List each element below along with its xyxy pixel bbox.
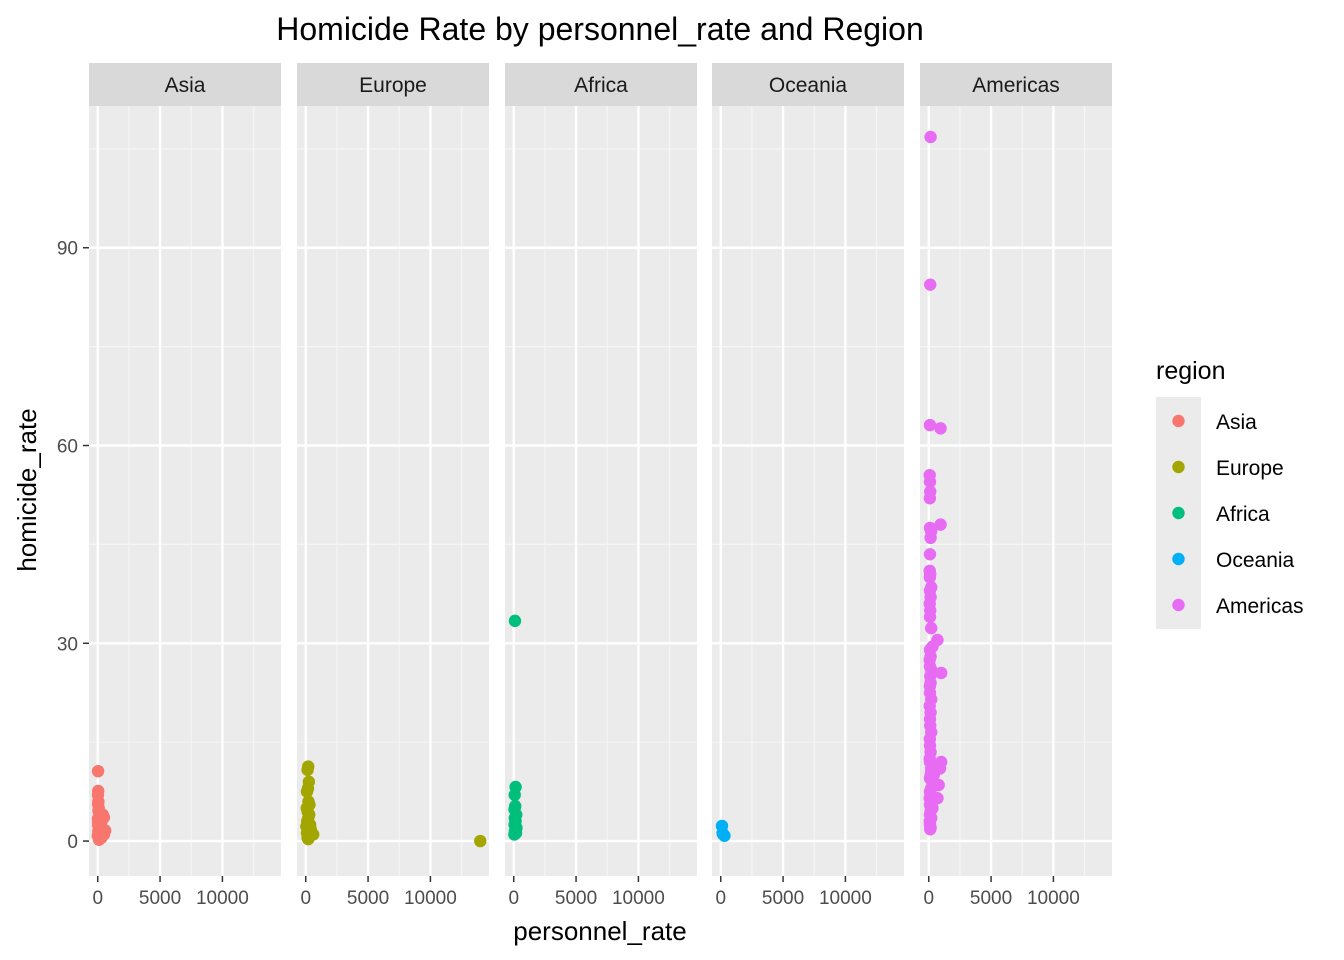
legend-key	[1172, 460, 1185, 474]
facet-strip-label: Africa	[574, 74, 628, 97]
facet-strip-label: Asia	[165, 74, 206, 97]
x-tick-label: 5000	[139, 888, 181, 909]
legend-label: Asia	[1216, 411, 1257, 434]
x-axis-title: personnel_rate	[513, 916, 686, 946]
x-tick-label: 0	[923, 888, 934, 909]
x-tick-label: 10000	[196, 888, 249, 909]
data-point	[934, 518, 947, 531]
x-tick-label: 5000	[970, 888, 1012, 909]
data-point	[508, 614, 522, 628]
y-tick-label: 30	[57, 634, 78, 655]
data-point	[923, 610, 937, 624]
data-point	[934, 422, 947, 435]
legend-key	[1172, 552, 1185, 566]
x-tick-label: 0	[300, 888, 311, 909]
legend-item-africa: Africa	[1172, 503, 1270, 526]
x-tick-label: 10000	[819, 888, 872, 909]
y-tick-label: 0	[67, 832, 78, 853]
data-point	[91, 764, 105, 778]
facet-oceania: Oceania 0 5000 10000	[712, 63, 904, 909]
data-point	[923, 548, 937, 561]
data-point	[932, 778, 945, 792]
data-point	[300, 820, 313, 833]
data-point	[925, 621, 938, 635]
x-tick-label: 10000	[1027, 888, 1080, 909]
data-point	[923, 571, 937, 584]
facet-strip-label: Americas	[972, 74, 1060, 97]
data-point	[927, 768, 940, 782]
legend-title: region	[1156, 357, 1226, 385]
x-tick-label: 5000	[555, 888, 597, 909]
legend-label: Americas	[1216, 595, 1304, 618]
data-point	[924, 531, 937, 545]
data-point	[924, 278, 937, 291]
x-tick-label: 10000	[612, 888, 665, 909]
data-point	[923, 492, 937, 505]
facet-africa: Africa 0 5000 10000	[505, 63, 697, 909]
facet-strip	[297, 63, 489, 106]
legend-item-americas: Americas	[1172, 595, 1304, 618]
data-point	[924, 822, 937, 836]
facet-strip	[712, 63, 904, 106]
data-point	[508, 828, 521, 841]
facet-strip-label: Oceania	[769, 74, 848, 97]
facet-strip	[505, 63, 697, 106]
panel-background	[712, 106, 904, 876]
data-point	[934, 666, 948, 680]
legend-key	[1172, 598, 1185, 612]
legend-item-asia: Asia	[1172, 411, 1257, 434]
x-tick-label: 5000	[347, 888, 389, 909]
data-point	[716, 826, 729, 840]
facet-americas: Americas 0 5000 10000	[920, 63, 1112, 909]
legend-item-oceania: Oceania	[1172, 549, 1295, 572]
data-point	[94, 807, 107, 820]
x-tick-label: 0	[92, 888, 103, 909]
data-point	[300, 785, 314, 798]
facet-panels: Asia 0 5000 10000 Europe 0 5000 10000 Africa 0 500…	[89, 63, 1112, 909]
data-point	[508, 788, 521, 802]
panel-background	[89, 106, 281, 876]
y-axis-title: homicide_rate	[12, 408, 42, 571]
data-point	[301, 763, 314, 777]
y-tick-label: 90	[57, 239, 78, 260]
y-axis: 0 30 60 90	[57, 239, 89, 853]
legend-label: Europe	[1216, 457, 1284, 480]
facet-europe: Europe 0 5000 10000	[297, 63, 489, 909]
legend-key	[1172, 414, 1185, 428]
legend-label: Africa	[1216, 503, 1270, 526]
facet-strip-label: Europe	[359, 74, 427, 97]
legend-label: Oceania	[1216, 549, 1295, 572]
facet-asia: Asia 0 5000 10000	[89, 63, 281, 909]
x-tick-label: 10000	[404, 888, 457, 909]
legend: region Asia Europe Africa Oceania Americas	[1156, 357, 1304, 629]
chart-title: Homicide Rate by personnel_rate and Regi…	[276, 11, 924, 47]
data-point	[923, 418, 937, 432]
x-tick-label: 0	[715, 888, 726, 909]
legend-key	[1172, 506, 1185, 520]
data-point	[92, 833, 106, 846]
data-point	[91, 816, 105, 829]
x-tick-label: 5000	[762, 888, 804, 909]
panel-background	[297, 106, 489, 876]
data-point	[924, 130, 937, 144]
data-point	[923, 475, 937, 488]
x-tick-label: 0	[508, 888, 519, 909]
y-tick-label: 60	[57, 437, 78, 458]
panel-background	[505, 106, 697, 876]
panel-background	[920, 106, 1112, 876]
data-point	[474, 834, 487, 848]
facet-strip	[920, 63, 1112, 106]
facet-strip	[89, 63, 281, 106]
legend-item-europe: Europe	[1172, 457, 1284, 480]
